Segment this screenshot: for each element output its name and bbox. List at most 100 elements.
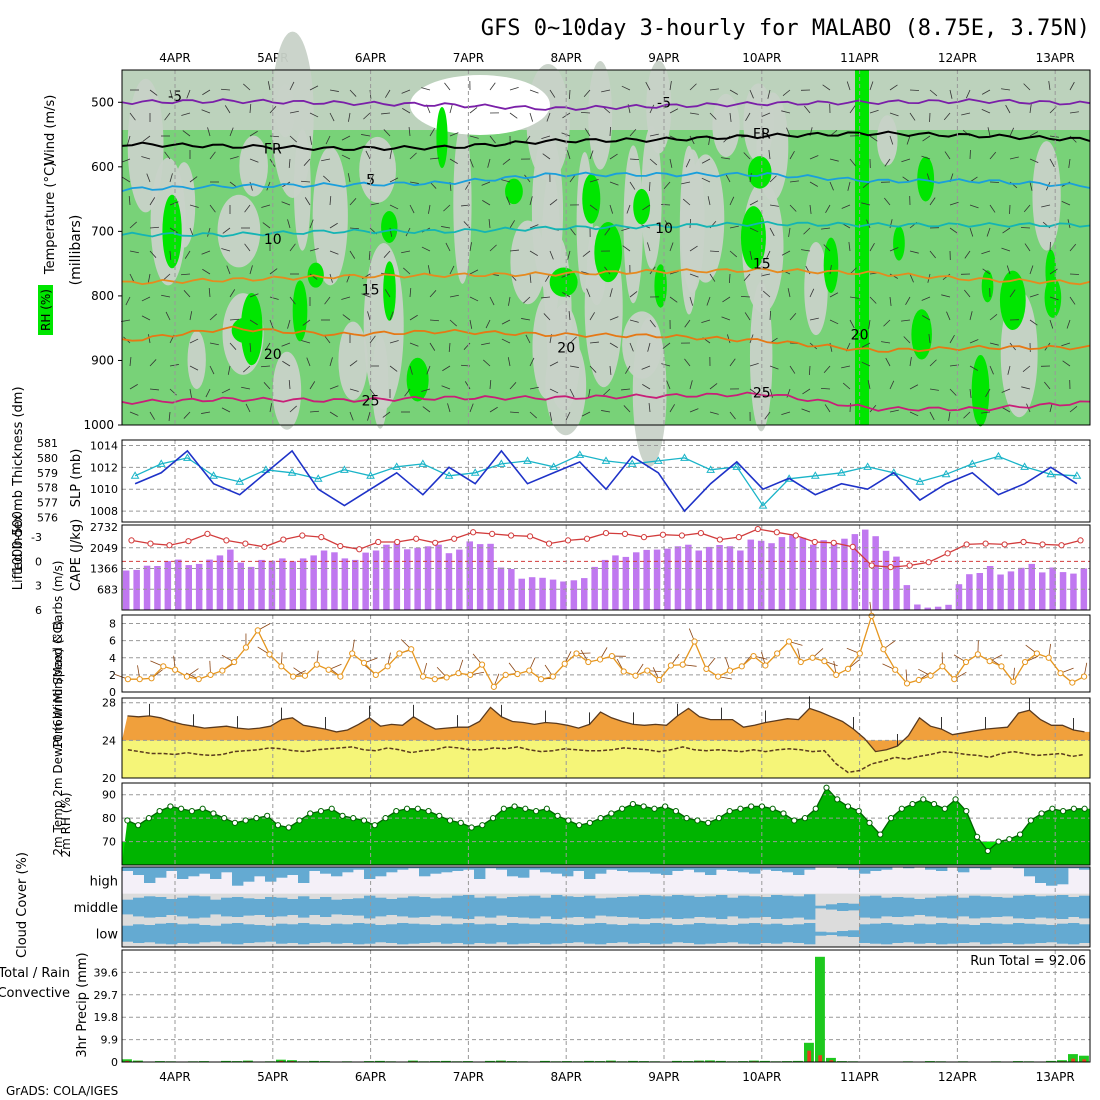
cape-bar (216, 555, 224, 610)
wind-barb (769, 204, 779, 207)
lifted-index-marker (451, 535, 458, 542)
cape-bar (601, 559, 609, 610)
cloud-middle-bar (320, 897, 332, 917)
wind-barb (148, 334, 151, 344)
wind-tick-label: 2 (109, 669, 116, 682)
rh-marker (597, 815, 604, 822)
cloud-high-bar (551, 867, 563, 874)
wind-barb (129, 357, 132, 367)
wind-barb (489, 379, 492, 390)
wind-speed-marker (537, 676, 545, 683)
wind-barb (1029, 319, 1038, 326)
lifted-index-marker (906, 562, 913, 569)
wind-barb (869, 109, 879, 114)
rh-moist-area (1044, 277, 1062, 318)
wind-speed-marker (290, 673, 297, 680)
wind-barb (202, 268, 211, 275)
wind-barb (989, 342, 999, 346)
wind-barb (669, 404, 675, 413)
wind-tick-label: 6 (109, 635, 116, 648)
wind-barb (149, 226, 160, 229)
cape-bar (549, 579, 557, 610)
cape-bar (612, 555, 619, 610)
wind-barb (1022, 365, 1031, 372)
wind-speed-marker (903, 680, 911, 687)
wind-barb (201, 250, 211, 255)
cloud-low-bar (936, 923, 948, 945)
wind-barb (781, 411, 791, 416)
wind-barb (669, 81, 672, 91)
wind-barb (141, 296, 151, 302)
pressure-tick-label: 700 (91, 224, 114, 238)
wind-barb (629, 319, 639, 323)
cloud-high-bar (562, 867, 574, 877)
thickness-tick-label: 578 (37, 482, 58, 495)
wind-barb (929, 250, 936, 259)
cape-bar (476, 544, 484, 610)
cloud-high-bar (1013, 867, 1025, 869)
pressure-tick-label: 600 (91, 160, 114, 174)
wind-barb (329, 411, 338, 418)
lifted-index-marker (621, 530, 629, 538)
slp-tick-label: 1008 (90, 505, 118, 518)
cloud-axis-label: Cloud Cover (%) (15, 852, 30, 958)
cloud-low-bar (727, 925, 739, 943)
wind-barb (740, 295, 751, 298)
cloud-middle-bar (947, 895, 959, 919)
rh-moist-area (381, 210, 398, 243)
wind-barb (269, 296, 279, 300)
cape-bar (1007, 571, 1015, 610)
cloud-high-bar (749, 867, 761, 874)
cloud-middle-bar (463, 895, 475, 919)
cloud-middle-bar (859, 896, 871, 918)
wind-barb (383, 129, 391, 137)
rh-marker (382, 815, 389, 822)
wind-barb (588, 388, 591, 398)
rh-marker (909, 800, 916, 808)
rh-moist-area (633, 188, 651, 225)
wind-barb (1007, 365, 1011, 375)
temp-tick-label: 24 (102, 734, 116, 747)
wind-barb (506, 196, 511, 206)
wind-barb (609, 126, 612, 137)
wind-speed-marker (1033, 650, 1040, 657)
cape-tick-label: 2732 (90, 521, 118, 534)
wind-speed-marker (478, 661, 486, 668)
thickness-marker (156, 459, 166, 467)
wind-barb (849, 319, 855, 329)
rh-marker (296, 817, 303, 824)
cloud-high-bar (1035, 867, 1047, 883)
wind-speed-marker (797, 658, 804, 666)
cape-bar (310, 555, 317, 610)
li-tick-label: 6 (35, 604, 42, 617)
cape-bar (914, 604, 921, 610)
rh-moist-area (436, 107, 448, 169)
rh-marker (694, 817, 701, 824)
cloud-high-bar (485, 867, 497, 869)
rh-marker (855, 808, 862, 815)
rh-marker (135, 822, 142, 829)
cape-bar (206, 559, 213, 610)
rh-marker (780, 810, 787, 817)
wind-barb (189, 365, 199, 371)
wind-barb (509, 249, 519, 252)
wind-barb (229, 318, 240, 321)
wind-barb (469, 135, 479, 139)
wind-barb (769, 365, 779, 370)
wind-barb (389, 365, 398, 372)
wind-barb (986, 227, 991, 237)
wind-barb (429, 157, 439, 160)
wind-barb (709, 88, 719, 91)
thickness-marker (575, 450, 585, 458)
wind-barb (801, 408, 811, 413)
lifted-index-marker (1020, 538, 1027, 546)
rh-marker (188, 808, 196, 815)
cloud-high-bar (716, 867, 728, 870)
rh-dry-area (632, 317, 667, 467)
wind-speed-marker (1080, 673, 1088, 680)
wind-barb (448, 342, 451, 353)
cloud-low-bar (804, 923, 816, 945)
wind-barb (324, 335, 331, 344)
wind-barb (301, 340, 311, 344)
lifted-index-marker (204, 530, 211, 538)
